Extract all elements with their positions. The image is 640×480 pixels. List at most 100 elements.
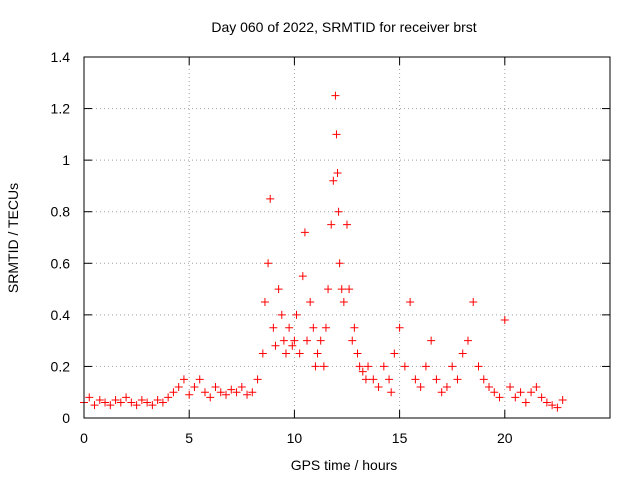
data-point xyxy=(90,401,99,410)
data-point xyxy=(164,393,173,402)
y-tick-label: 1.2 xyxy=(51,101,71,117)
data-point xyxy=(200,388,209,397)
data-point xyxy=(269,323,278,332)
x-tick-label: 20 xyxy=(497,430,513,446)
data-point xyxy=(427,336,436,345)
data-point xyxy=(395,323,404,332)
data-point xyxy=(313,349,322,358)
data-point xyxy=(374,383,383,392)
data-point xyxy=(333,169,342,178)
data-point xyxy=(258,349,267,358)
data-point xyxy=(288,341,297,350)
data-point xyxy=(485,383,494,392)
data-point xyxy=(243,390,252,399)
y-tick-label: 0.6 xyxy=(51,255,71,271)
data-point xyxy=(274,285,283,294)
data-point xyxy=(548,401,557,410)
data-point xyxy=(331,91,340,100)
x-tick-label: 15 xyxy=(392,430,408,446)
data-point xyxy=(281,349,290,358)
data-point xyxy=(343,220,351,229)
data-point xyxy=(495,393,504,402)
data-point xyxy=(321,323,330,332)
chart-title: Day 060 of 2022, SRMTID for receiver brs… xyxy=(211,19,476,35)
data-point xyxy=(211,383,220,392)
data-point xyxy=(248,388,257,397)
x-tick-labels: 0 5 10 15 20 xyxy=(80,430,513,446)
data-point xyxy=(132,401,141,410)
data-point xyxy=(106,401,115,410)
gridlines xyxy=(84,57,610,418)
data-point xyxy=(206,393,215,402)
data-point xyxy=(277,310,286,319)
data-point xyxy=(148,401,157,410)
data-point xyxy=(458,349,467,358)
data-point xyxy=(355,362,364,371)
data-point xyxy=(300,228,309,237)
data-point xyxy=(306,297,315,306)
data-point xyxy=(500,316,509,325)
data-point xyxy=(179,375,188,384)
y-tick-label: 1 xyxy=(62,152,70,168)
data-point xyxy=(303,336,312,345)
data-point xyxy=(227,385,236,394)
data-point xyxy=(432,375,441,384)
data-point xyxy=(232,388,241,397)
data-point xyxy=(400,362,409,371)
data-point xyxy=(348,336,357,345)
data-point xyxy=(169,388,178,397)
data-point xyxy=(558,395,567,404)
data-point xyxy=(309,323,318,332)
data-point xyxy=(260,297,269,306)
data-point xyxy=(479,375,488,384)
x-axis-label: GPS time / hours xyxy=(291,457,398,473)
data-point xyxy=(516,388,525,397)
data-point xyxy=(290,336,299,345)
data-point xyxy=(111,395,120,404)
data-point xyxy=(116,398,125,407)
data-point xyxy=(339,297,348,306)
data-point xyxy=(411,375,420,384)
data-point xyxy=(369,375,378,384)
data-point xyxy=(463,336,472,345)
data-point xyxy=(127,398,136,407)
x-tick-label: 0 xyxy=(80,430,88,446)
data-point xyxy=(101,398,110,407)
data-point xyxy=(195,375,204,384)
data-point xyxy=(364,362,373,371)
data-point xyxy=(385,375,394,384)
x-tick-label: 5 xyxy=(185,430,193,446)
data-point xyxy=(527,388,536,397)
data-point xyxy=(474,362,483,371)
data-point xyxy=(469,297,478,306)
y-tick-label: 0.4 xyxy=(51,307,71,323)
data-point xyxy=(406,297,415,306)
data-point xyxy=(532,383,541,392)
data-point xyxy=(387,388,396,397)
data-point xyxy=(379,362,388,371)
data-point xyxy=(316,336,325,345)
data-point xyxy=(271,341,280,350)
data-point xyxy=(335,259,344,268)
data-point xyxy=(185,390,194,399)
data-point xyxy=(506,383,515,392)
data-point xyxy=(279,336,288,345)
data-point xyxy=(327,220,336,229)
data-point xyxy=(332,130,341,139)
data-points xyxy=(80,91,567,412)
x-tick-label: 10 xyxy=(287,430,303,446)
data-point xyxy=(174,383,183,392)
data-point xyxy=(437,388,446,397)
data-point xyxy=(329,176,338,185)
data-point xyxy=(143,398,152,407)
data-point xyxy=(85,393,94,402)
plot-frame xyxy=(83,56,611,419)
data-point xyxy=(353,349,362,358)
data-point xyxy=(442,383,451,392)
data-point xyxy=(448,362,457,371)
data-point xyxy=(553,403,562,412)
data-point xyxy=(253,375,262,384)
data-point xyxy=(237,383,246,392)
axis-ticks xyxy=(83,56,610,419)
